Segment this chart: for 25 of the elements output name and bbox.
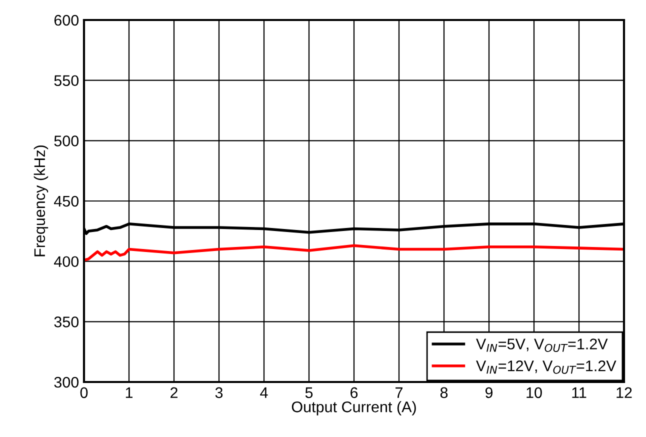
x-tick-label: 11 <box>572 387 586 398</box>
line-series <box>84 244 624 262</box>
y-axis-title: Frequency (kHz) <box>34 145 48 256</box>
x-axis-title: Output Current (A) <box>292 401 416 416</box>
y-tick-label: 600 <box>54 14 79 26</box>
x-tick-label: 5 <box>305 387 313 398</box>
y-tick-label: 400 <box>54 256 79 268</box>
x-tick-label: 12 <box>616 387 632 398</box>
x-tick-label: 9 <box>485 387 493 398</box>
y-tick-label: 350 <box>54 316 79 328</box>
legend-label: V$_{IN}$=5V, V$_{OUT}$=1.2V <box>476 338 608 352</box>
x-tick-label: 10 <box>526 387 542 398</box>
y-tick-label: 550 <box>54 75 79 86</box>
legend-label: V$_{IN}$=12V, V$_{OUT}$=1.2V <box>476 360 616 374</box>
y-tick-label: 450 <box>54 196 79 207</box>
x-tick-label: 7 <box>396 387 402 398</box>
y-tick-label: 300 <box>54 376 79 388</box>
x-tick-label: 3 <box>215 387 223 398</box>
x-tick-label: 4 <box>260 387 268 398</box>
x-tick-label: 0 <box>80 387 88 398</box>
x-tick-label: 8 <box>440 387 448 398</box>
y-tick-label: 500 <box>54 136 79 146</box>
x-tick-label: 2 <box>170 387 178 398</box>
x-tick-label: 1 <box>126 387 133 398</box>
x-tick-label: 6 <box>350 387 358 398</box>
